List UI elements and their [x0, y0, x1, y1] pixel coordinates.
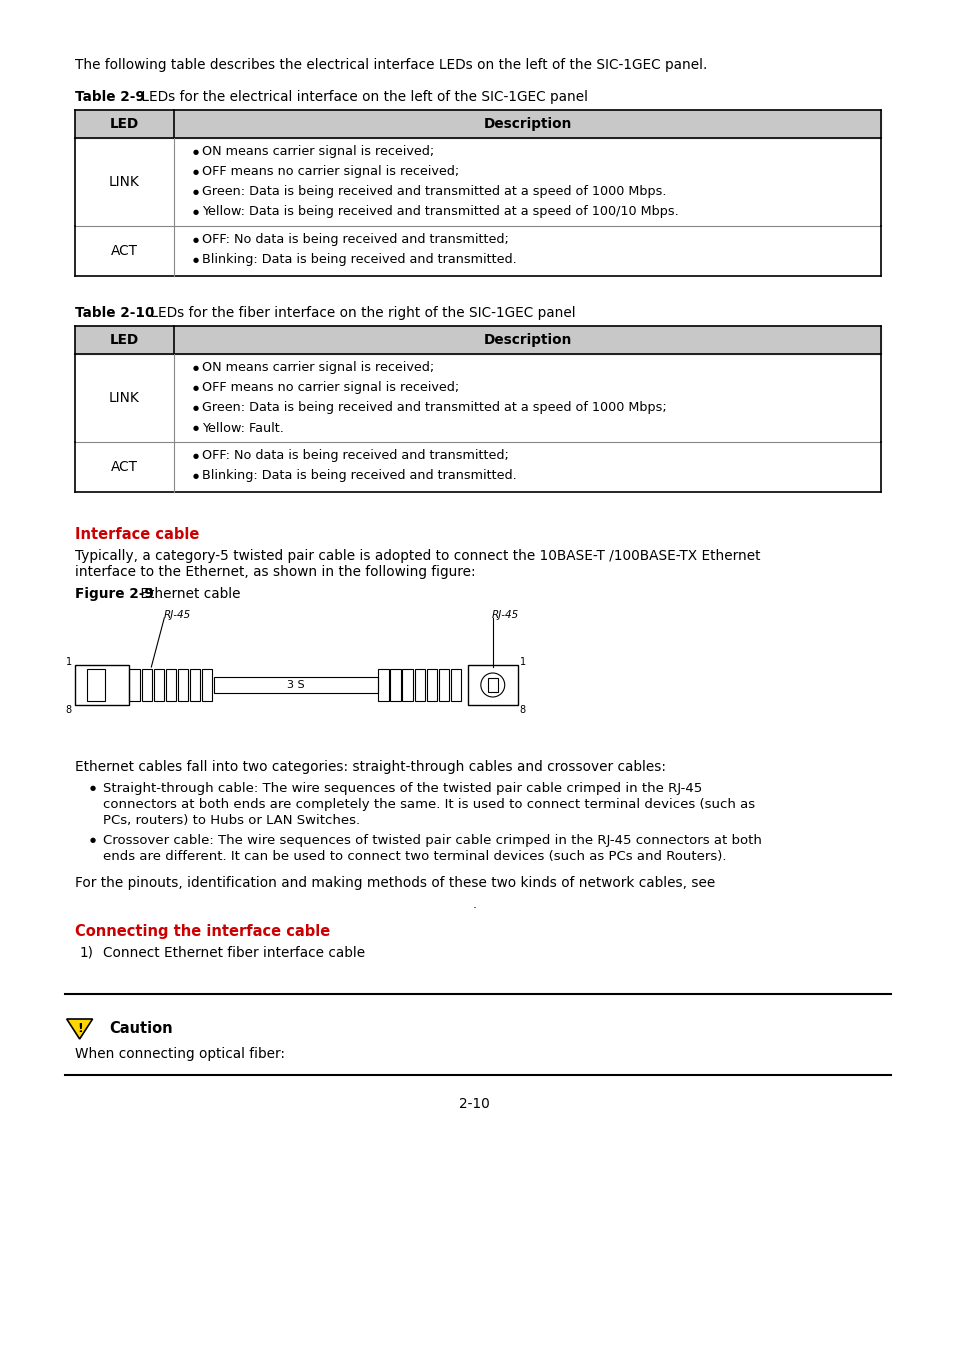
Text: PCs, routers) to Hubs or LAN Switches.: PCs, routers) to Hubs or LAN Switches. — [102, 814, 359, 828]
Text: For the pinouts, identification and making methods of these two kinds of network: For the pinouts, identification and maki… — [74, 876, 714, 890]
Text: Green: Data is being received and transmitted at a speed of 1000 Mbps;: Green: Data is being received and transm… — [202, 401, 666, 414]
Text: ●: ● — [192, 238, 198, 243]
Text: Figure 2-9: Figure 2-9 — [74, 587, 153, 601]
Text: Yellow: Fault.: Yellow: Fault. — [202, 421, 284, 435]
Text: ON means carrier signal is received;: ON means carrier signal is received; — [202, 146, 434, 158]
Text: 1: 1 — [66, 657, 71, 667]
Text: Description: Description — [483, 117, 571, 131]
Bar — [74, 325, 881, 354]
Text: ●: ● — [192, 189, 198, 194]
Text: LINK: LINK — [109, 176, 140, 189]
Polygon shape — [67, 1019, 92, 1040]
Text: ●: ● — [192, 454, 198, 459]
Bar — [415, 670, 424, 701]
Text: ON means carrier signal is received;: ON means carrier signal is received; — [202, 362, 434, 374]
Text: Crossover cable: The wire sequences of twisted pair cable crimped in the RJ-45 c: Crossover cable: The wire sequences of t… — [102, 834, 760, 846]
Text: Blinking: Data is being received and transmitted.: Blinking: Data is being received and tra… — [202, 254, 517, 266]
Text: OFF means no carrier signal is received;: OFF means no carrier signal is received; — [202, 382, 458, 394]
Text: Table 2-9: Table 2-9 — [74, 90, 145, 104]
Text: LEDs for the electrical interface on the left of the SIC-1GEC panel: LEDs for the electrical interface on the… — [137, 90, 588, 104]
Bar — [130, 670, 139, 701]
Text: Ethernet cables fall into two categories: straight-through cables and crossover : Ethernet cables fall into two categories… — [74, 760, 665, 774]
Text: RJ-45: RJ-45 — [163, 610, 191, 620]
Bar — [153, 670, 164, 701]
Text: Straight-through cable: The wire sequences of the twisted pair cable crimped in : Straight-through cable: The wire sequenc… — [102, 782, 701, 795]
Text: OFF means no carrier signal is received;: OFF means no carrier signal is received; — [202, 166, 458, 178]
Text: ●: ● — [192, 209, 198, 215]
Text: LED: LED — [110, 117, 139, 131]
Text: ●: ● — [192, 148, 198, 155]
Bar — [487, 678, 497, 693]
Text: ●: ● — [192, 385, 198, 391]
Text: ●: ● — [90, 837, 95, 842]
Text: Ethernet cable: Ethernet cable — [136, 587, 241, 601]
Text: Green: Data is being received and transmitted at a speed of 1000 Mbps.: Green: Data is being received and transm… — [202, 185, 666, 198]
Bar — [166, 670, 175, 701]
Text: Typically, a category-5 twisted pair cable is adopted to connect the 10BASE-T /1: Typically, a category-5 twisted pair cab… — [74, 549, 760, 563]
Text: 8: 8 — [66, 705, 71, 716]
Text: LED: LED — [110, 333, 139, 347]
Text: ●: ● — [192, 256, 198, 263]
Text: Connecting the interface cable: Connecting the interface cable — [74, 923, 330, 940]
Bar — [74, 109, 881, 138]
Text: The following table describes the electrical interface LEDs on the left of the S: The following table describes the electr… — [74, 58, 706, 72]
Text: Yellow: Data is being received and transmitted at a speed of 100/10 Mbps.: Yellow: Data is being received and trans… — [202, 205, 679, 219]
Bar — [390, 670, 400, 701]
Text: ●: ● — [90, 784, 95, 791]
Text: ●: ● — [192, 472, 198, 479]
Bar — [378, 670, 388, 701]
Text: LINK: LINK — [109, 392, 140, 405]
Text: Caution: Caution — [110, 1021, 172, 1035]
Text: interface to the Ethernet, as shown in the following figure:: interface to the Ethernet, as shown in t… — [74, 566, 475, 579]
Text: 2-10: 2-10 — [459, 1098, 490, 1111]
Text: Description: Description — [483, 333, 571, 347]
Text: 8: 8 — [519, 705, 525, 716]
Bar — [190, 670, 200, 701]
Text: .: . — [473, 898, 476, 911]
Bar — [426, 670, 436, 701]
Bar — [213, 676, 378, 693]
Text: !: ! — [76, 1022, 82, 1035]
Text: LEDs for the fiber interface on the right of the SIC-1GEC panel: LEDs for the fiber interface on the righ… — [146, 306, 576, 320]
Text: ●: ● — [192, 169, 198, 176]
Bar — [141, 670, 152, 701]
Text: ●: ● — [192, 364, 198, 371]
Text: 3 S: 3 S — [287, 680, 305, 690]
Text: Connect Ethernet fiber interface cable: Connect Ethernet fiber interface cable — [102, 946, 364, 960]
Text: OFF: No data is being received and transmitted;: OFF: No data is being received and trans… — [202, 234, 509, 247]
Text: 1): 1) — [79, 946, 93, 960]
Text: connectors at both ends are completely the same. It is used to connect terminal : connectors at both ends are completely t… — [102, 798, 754, 811]
Text: When connecting optical fiber:: When connecting optical fiber: — [74, 1048, 284, 1061]
Text: ●: ● — [192, 405, 198, 410]
Bar — [438, 670, 449, 701]
Text: Table 2-10: Table 2-10 — [74, 306, 153, 320]
Bar — [87, 670, 105, 701]
Text: Blinking: Data is being received and transmitted.: Blinking: Data is being received and tra… — [202, 470, 517, 482]
Bar — [177, 670, 188, 701]
Text: ends are different. It can be used to connect two terminal devices (such as PCs : ends are different. It can be used to co… — [102, 850, 725, 863]
Bar — [402, 670, 413, 701]
Text: OFF: No data is being received and transmitted;: OFF: No data is being received and trans… — [202, 450, 509, 463]
Bar — [451, 670, 460, 701]
Bar — [467, 666, 517, 705]
Text: ACT: ACT — [111, 460, 138, 474]
Bar — [202, 670, 212, 701]
Text: Interface cable: Interface cable — [74, 526, 199, 541]
Text: ACT: ACT — [111, 244, 138, 258]
Text: ●: ● — [192, 425, 198, 431]
Text: RJ-45: RJ-45 — [492, 610, 518, 620]
Text: 1: 1 — [519, 657, 525, 667]
Bar — [74, 666, 130, 705]
